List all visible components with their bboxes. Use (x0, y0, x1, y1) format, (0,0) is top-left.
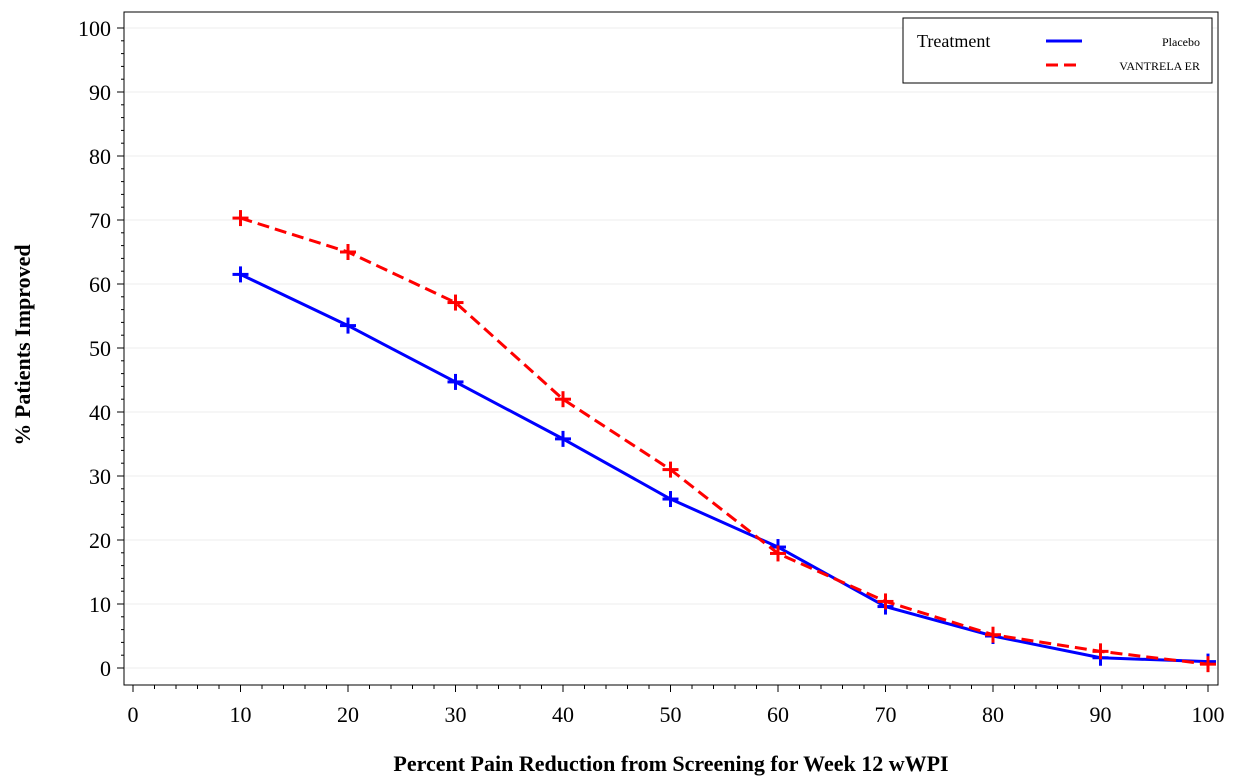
x-tick-label: 70 (875, 702, 897, 727)
x-tick-label: 40 (552, 702, 574, 727)
y-tick-label: 60 (89, 272, 111, 297)
legend-box (902, 17, 1213, 84)
y-axis-title: % Patients Improved (10, 244, 35, 445)
legend-label-vantrela: VANTRELA ER (1119, 59, 1200, 73)
data-point-vantrela-er (985, 626, 1001, 643)
legend-label-placebo: Placebo (1162, 35, 1200, 49)
series-line-vantrela-er (240, 216, 1209, 666)
data-point-vantrela-er (447, 294, 464, 311)
data-point-vantrela-er (662, 461, 679, 478)
x-tick-label: 10 (230, 702, 252, 727)
data-point-placebo (447, 373, 464, 390)
x-tick-label: 90 (1090, 702, 1112, 727)
series-line-placebo (239, 273, 1209, 664)
y-tick-label: 90 (89, 80, 111, 105)
legend: Treatment Placebo VANTRELA ER (902, 17, 1213, 84)
data-point-placebo (232, 266, 249, 283)
data-point-vantrela-er (340, 244, 356, 260)
x-tick-label: 0 (128, 702, 139, 727)
x-tick-label: 30 (445, 702, 467, 727)
x-tick-label: 80 (982, 702, 1004, 727)
series-layer (232, 210, 1216, 673)
x-axis: 0 10 20 30 40 50 60 70 80 90 100 (128, 685, 1225, 727)
data-point-placebo (340, 317, 356, 334)
grid-lines (125, 27, 1217, 669)
x-tick-label: 60 (767, 702, 789, 727)
x-tick-label: 50 (660, 702, 682, 727)
x-tick-label: 100 (1192, 702, 1225, 727)
y-tick-label: 30 (89, 464, 111, 489)
data-point-vantrela-er (232, 210, 249, 227)
x-axis-title: Percent Pain Reduction from Screening fo… (393, 751, 948, 776)
y-tick-label: 80 (89, 144, 111, 169)
x-tick-label: 20 (337, 702, 359, 727)
data-point-vantrela-er (1200, 656, 1216, 673)
y-axis: 0 10 20 30 40 50 60 70 80 90 100 (78, 16, 124, 681)
data-point-vantrela-er (555, 391, 571, 408)
y-tick-label: 50 (89, 336, 111, 361)
y-tick-label: 10 (89, 592, 111, 617)
data-point-vantrela-er (770, 545, 786, 562)
data-point-placebo (555, 430, 571, 447)
series-vantrela-er (232, 210, 1216, 673)
data-point-vantrela-er (1092, 643, 1109, 660)
series-placebo (232, 266, 1216, 670)
data-point-placebo (662, 491, 679, 508)
y-tick-label: 70 (89, 208, 111, 233)
legend-title: Treatment (917, 31, 990, 51)
y-tick-label: 20 (89, 528, 111, 553)
y-tick-label: 40 (89, 400, 111, 425)
data-point-vantrela-er (877, 593, 894, 610)
y-tick-label: 0 (100, 656, 111, 681)
y-tick-label: 100 (78, 16, 111, 41)
